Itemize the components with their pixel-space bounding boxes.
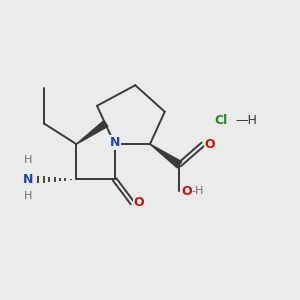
Text: -H: -H [192,186,204,196]
Text: N: N [23,173,34,186]
Text: O: O [134,196,144,209]
Text: —H: —H [236,114,257,127]
Text: Cl: Cl [215,114,228,127]
Text: H: H [24,155,32,165]
Text: O: O [205,138,215,151]
Text: H: H [24,190,32,201]
Text: O: O [181,185,191,198]
Polygon shape [150,144,182,168]
Text: N: N [110,136,120,149]
Polygon shape [76,121,108,144]
